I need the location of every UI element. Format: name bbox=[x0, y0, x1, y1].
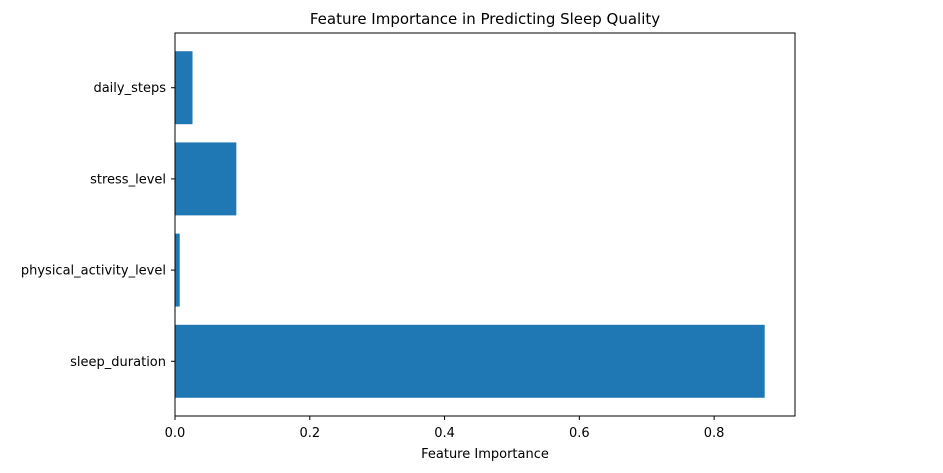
bar-stress-level bbox=[175, 142, 237, 216]
y-tick-label: physical_activity_level bbox=[21, 264, 166, 279]
chart-title: Feature Importance in Predicting Sleep Q… bbox=[310, 10, 660, 28]
x-tick-label: 0.8 bbox=[704, 426, 725, 441]
plot-frame bbox=[174, 32, 796, 417]
x-tick-label: 0.0 bbox=[165, 426, 186, 441]
x-tick-label: 0.4 bbox=[434, 426, 455, 441]
bar-daily-steps bbox=[175, 51, 193, 125]
y-tick-label: sleep_duration bbox=[70, 355, 166, 370]
x-tick-label: 0.2 bbox=[299, 426, 320, 441]
bar-sleep-duration bbox=[175, 324, 765, 398]
x-tick-label: 0.6 bbox=[569, 426, 590, 441]
bars-group bbox=[175, 51, 765, 398]
x-axis-label: Feature Importance bbox=[421, 447, 549, 462]
y-tick-label: stress_level bbox=[90, 172, 166, 187]
bar-physical-activity-level bbox=[175, 233, 180, 307]
x-axis: 0.0 0.2 0.4 0.6 0.8 bbox=[165, 416, 725, 441]
y-tick-label: daily_steps bbox=[93, 81, 166, 96]
y-axis: sleep_duration physical_activity_level str… bbox=[21, 81, 175, 370]
